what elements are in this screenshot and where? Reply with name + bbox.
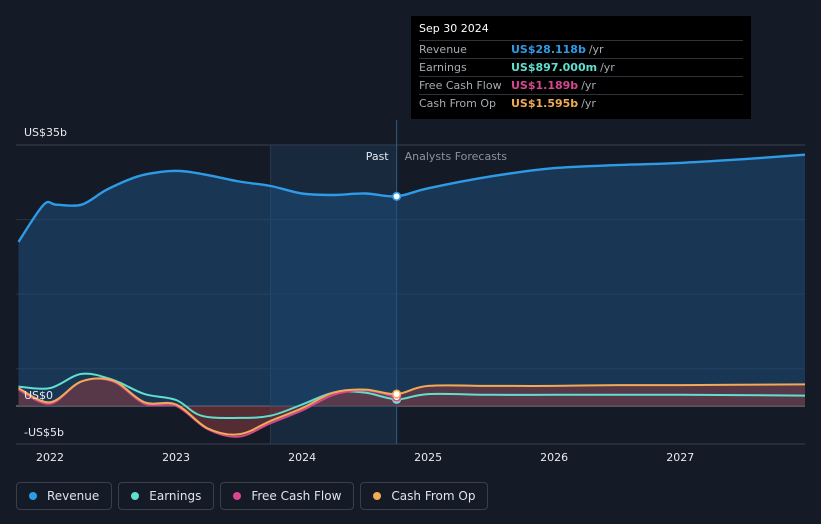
x-tick-label: 2022	[36, 451, 64, 464]
area-cash-from-op	[18, 378, 805, 435]
legend-label: Free Cash Flow	[251, 489, 342, 503]
tooltip-unit: /yr	[581, 97, 596, 110]
legend-item-cash-from-op[interactable]: Cash From Op	[360, 482, 489, 510]
x-tick-label: 2025	[414, 451, 442, 464]
forecast-label: Analysts Forecasts	[405, 150, 508, 163]
tooltip-row-cash-from-op: Cash From Op US$1.595b /yr	[419, 94, 743, 112]
x-tick-label: 2023	[162, 451, 190, 464]
y-tick-label-top: US$35b	[24, 126, 68, 139]
tooltip-unit: /yr	[588, 43, 604, 56]
x-tick-label: 2026	[540, 451, 568, 464]
series-lines	[17, 153, 806, 438]
legend-label: Cash From Op	[391, 489, 476, 503]
legend-dot-icon	[131, 492, 140, 500]
legend-item-revenue[interactable]: Revenue	[16, 482, 113, 510]
tooltip: Sep 30 2024 Revenue US$28.118b /yr Earni…	[411, 16, 751, 119]
y-tick-label-zero: US$0	[24, 389, 54, 402]
legend-label: Revenue	[47, 489, 100, 503]
legend-item-earnings[interactable]: Earnings	[118, 482, 215, 510]
past-label: Past	[366, 150, 390, 163]
area-revenue	[18, 154, 805, 406]
tooltip-value: US$1.189b	[511, 79, 579, 92]
marker-cash-from-op	[392, 389, 402, 399]
line-cash-from-op	[18, 377, 806, 436]
x-tick-label: 2027	[666, 451, 694, 464]
legend-dot-icon	[29, 492, 37, 500]
tooltip-label: Earnings	[419, 61, 467, 74]
marker-revenue	[392, 191, 402, 201]
line-revenue	[17, 153, 806, 243]
tooltip-row-revenue: Revenue US$28.118b /yr	[419, 40, 743, 58]
tooltip-date: Sep 30 2024	[419, 22, 489, 35]
tooltip-value: US$28.118b	[511, 43, 586, 56]
legend-dot-icon	[373, 492, 382, 500]
tooltip-label: Revenue	[419, 43, 467, 56]
tooltip-unit: /yr	[600, 61, 615, 74]
tooltip-value: US$1.595b	[511, 97, 579, 110]
legend-dot-icon	[233, 492, 242, 500]
series-markers	[392, 191, 402, 404]
series-areas	[18, 154, 805, 435]
x-tick-label: 2024	[288, 451, 316, 464]
tooltip-unit: /yr	[581, 79, 596, 92]
x-axis: 2022 2023 2024 2025 2026 2027	[36, 451, 694, 464]
legend-item-free-cash-flow[interactable]: Free Cash Flow	[220, 482, 355, 510]
legend-label: Earnings	[149, 489, 202, 503]
tooltip-row-earnings: Earnings US$897.000m /yr	[419, 58, 743, 76]
y-tick-label-bottom: -US$5b	[24, 426, 64, 439]
tooltip-row-free-cash-flow: Free Cash Flow US$1.189b /yr	[419, 76, 743, 94]
legend: Revenue Earnings Free Cash Flow Cash Fro…	[16, 482, 489, 510]
tooltip-label: Free Cash Flow	[419, 79, 502, 92]
tooltip-label: Cash From Op	[419, 97, 497, 110]
tooltip-value: US$897.000m	[511, 61, 598, 74]
